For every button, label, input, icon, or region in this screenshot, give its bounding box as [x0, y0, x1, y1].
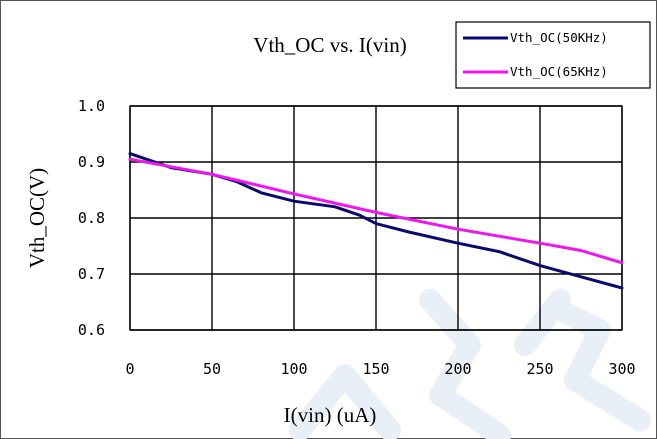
x-tick-label: 100 — [280, 360, 307, 378]
x-axis-title: I(vin) (uA) — [284, 403, 377, 427]
y-tick-label: 0.8 — [78, 209, 105, 227]
legend-box — [455, 21, 651, 89]
x-tick-label: 300 — [608, 360, 635, 378]
x-tick-label: 250 — [526, 360, 553, 378]
y-axis-title: Vth_OC(V) — [25, 168, 49, 268]
y-tick-label: 0.9 — [78, 153, 105, 171]
series-line-1 — [128, 157, 624, 265]
plot-frame — [129, 105, 623, 331]
chart-title: Vth_OC vs. I(vin) — [253, 33, 406, 57]
legend-label-65khz: Vth_OC(65KHz) — [510, 64, 608, 79]
y-tick-label: 0.6 — [78, 321, 105, 339]
y-tick-label: 0.7 — [78, 265, 105, 283]
x-tick-label: 0 — [125, 360, 134, 378]
legend: Vth_OC(50KHz) Vth_OC(65KHz) — [455, 21, 651, 89]
legend-label-50khz: Vth_OC(50KHz) — [510, 30, 608, 45]
x-tick-label: 200 — [444, 360, 471, 378]
y-tick-labels: 0.6 0.7 0.8 0.9 1.0 — [78, 97, 105, 339]
y-tick-label: 1.0 — [78, 97, 105, 115]
watermark — [289, 289, 651, 439]
x-tick-label: 150 — [362, 360, 389, 378]
series-layer — [128, 152, 624, 290]
x-tick-label: 50 — [203, 360, 221, 378]
x-tick-labels: 0 50 100 150 200 250 300 — [125, 360, 635, 378]
